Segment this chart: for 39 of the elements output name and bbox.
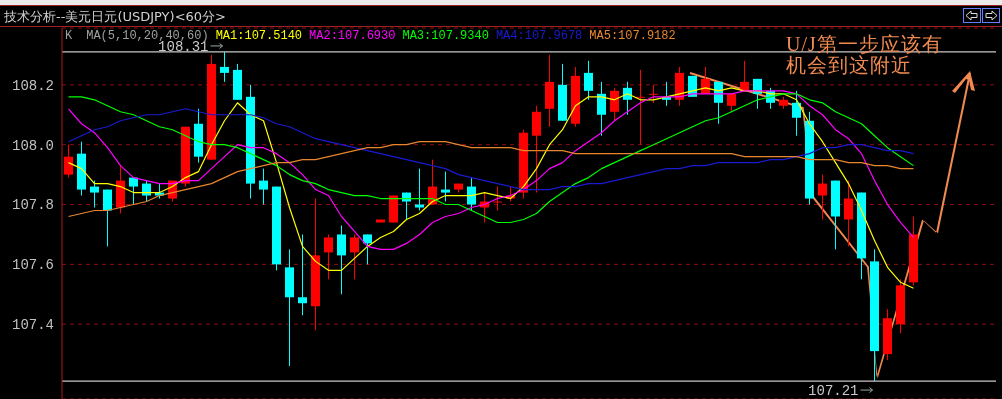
candlestick <box>298 233 307 316</box>
candlestick <box>337 224 346 295</box>
text: MA3:107.9340 <box>402 29 489 43</box>
y-tick-label: 108.0 <box>11 137 54 154</box>
candlestick <box>259 168 268 206</box>
candlestick <box>493 186 502 212</box>
candlestick <box>129 177 138 206</box>
candlestick <box>90 180 99 209</box>
candlestick <box>584 60 593 101</box>
y-tick-label: 107.6 <box>11 257 54 274</box>
candlestick <box>467 177 476 212</box>
annotation: U/J第一步应该有机会到这附近 <box>786 33 944 76</box>
candlestick <box>324 233 333 280</box>
legend-title: MA(5,10,20,40,60) <box>86 29 209 43</box>
text: MA5:107.9182 <box>589 29 676 43</box>
candlestick <box>415 168 424 212</box>
candlestick <box>844 180 853 247</box>
candlestick <box>103 189 112 247</box>
y-tick-label: 107.4 <box>11 317 54 334</box>
y-tick-label: 108.2 <box>11 77 54 94</box>
text: MA4:107.9678 <box>495 29 583 43</box>
chart-title: 技术分析--美元日元(USDJPY)<60分> <box>4 8 226 26</box>
candlestick <box>363 233 372 265</box>
candlestick <box>441 171 450 203</box>
candlestick <box>350 233 359 280</box>
y-tick-label: 107.8 <box>11 197 54 214</box>
candlestick <box>818 174 827 220</box>
candlestick <box>532 105 541 194</box>
line-series <box>67 108 915 191</box>
line-series <box>67 141 915 218</box>
ref-line-label: 107.21 <box>808 383 859 399</box>
candlestick <box>597 81 606 137</box>
candlestick <box>792 90 801 137</box>
candlestick <box>64 144 73 179</box>
text: MA2:107.6930 <box>309 29 396 43</box>
text: MA1:107.5140 <box>215 29 303 43</box>
annotation: K <box>65 29 73 43</box>
candlestick <box>220 51 229 83</box>
candlestick <box>610 87 619 122</box>
